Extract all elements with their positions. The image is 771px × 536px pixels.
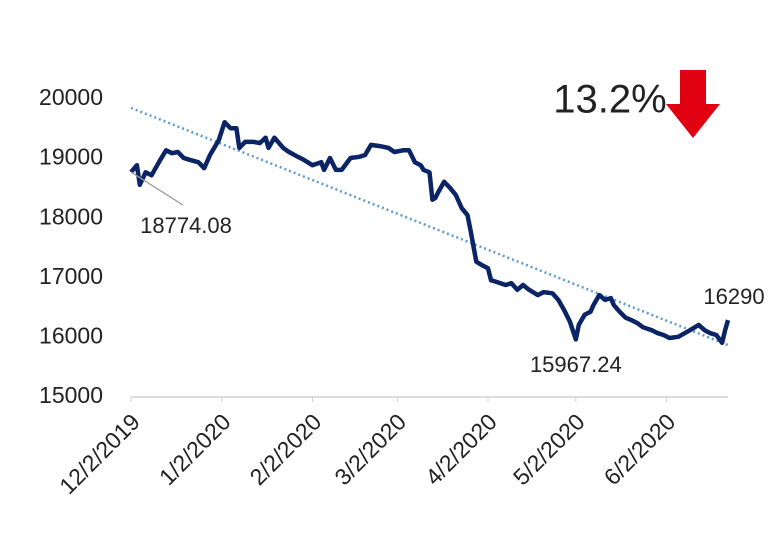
annotation: 18774.08	[140, 213, 232, 238]
y-tick-label: 19000	[39, 144, 103, 170]
x-tick-label: 3/2/2020	[329, 408, 411, 490]
x-tick-label: 5/2/2020	[508, 408, 590, 490]
y-tick-label: 17000	[39, 263, 103, 289]
annotation: 15967.24	[530, 352, 622, 377]
x-tick-label: 12/2/2019	[54, 408, 145, 499]
x-tick-label: 2/2/2020	[245, 408, 327, 490]
y-tick-label: 15000	[39, 382, 103, 408]
y-tick-label: 18000	[39, 203, 103, 229]
x-tick-label: 4/2/2020	[420, 408, 502, 490]
y-tick-label: 16000	[39, 322, 103, 348]
down-arrow	[666, 70, 720, 138]
annotation: 13.2%	[553, 78, 666, 122]
series-line	[129, 119, 731, 346]
x-tick-label: 1/2/2020	[154, 408, 236, 490]
annotation: 16290	[703, 284, 764, 309]
x-tick-label: 6/2/2020	[599, 408, 681, 490]
trend-line	[130, 106, 729, 347]
y-tick-label: 20000	[39, 84, 103, 110]
leader-line	[130, 171, 184, 206]
